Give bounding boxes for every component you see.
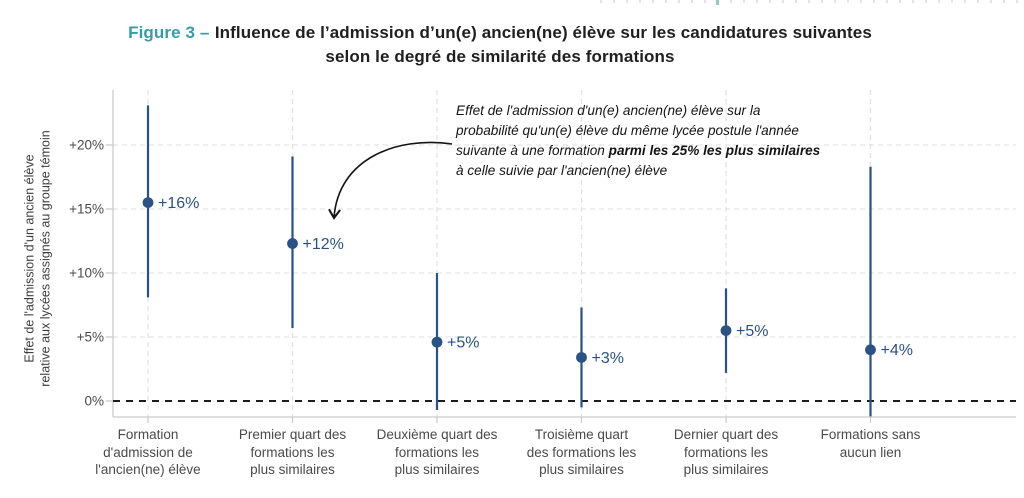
annotation-bold-text: parmi les 25% les plus similaires <box>608 143 821 158</box>
y-tick-label: +5% <box>77 330 104 345</box>
data-point <box>865 344 876 356</box>
figure-title-line2: selon le degré de similarité des formati… <box>325 47 675 66</box>
x-axis-label-line: formations les <box>394 444 480 460</box>
x-axis-label: Troisième quart des formations les plus si… <box>494 426 670 479</box>
x-axis-label-line: Formation <box>117 427 179 442</box>
annotation-plain-text: Effet de l'admission d'un(e) ancien(ne) … <box>456 103 761 118</box>
x-axis-label-line: aucun lien <box>839 444 902 460</box>
x-axis-label: Formation d'admission de l'ancien(ne) élèv… <box>60 426 236 479</box>
data-point-value-label: +5% <box>736 323 768 340</box>
x-axis-label-line: Premier quart des <box>238 427 347 442</box>
y-tick-label: 0% <box>84 394 104 409</box>
data-point <box>287 238 298 249</box>
x-axis-label-line: Formations sans <box>820 427 921 442</box>
data-point-value-label: +16% <box>158 195 199 212</box>
annotation-text: Effet de l'admission d'un(e) ancien(ne) … <box>456 101 876 181</box>
data-point <box>431 336 443 348</box>
annotation-plain-text: probabilité qu'un(e) élève du même lycée… <box>456 123 799 138</box>
x-axis-label-line: l'ancien(ne) élève <box>95 462 201 477</box>
data-point <box>142 197 154 209</box>
x-axis-label-line: des formations les <box>526 444 637 460</box>
y-tick-label: +20% <box>69 138 104 153</box>
cropped-content-artifact <box>600 0 1024 5</box>
x-axis-label-line: plus similaires <box>250 462 335 477</box>
annotation-curved-arrow-icon <box>328 141 453 220</box>
x-axis-label: Formations sans aucun lien <box>783 426 959 461</box>
annotation-line: suivante à une formation parmi les 25% l… <box>456 141 876 161</box>
annotation-plain-text: à celle suivie par l'ancien(ne) élève <box>456 163 668 178</box>
artifact-teal-speck <box>716 0 719 5</box>
x-axis-label-line: Dernier quart des <box>673 427 779 442</box>
figure-number-label: Figure 3 – <box>128 23 210 42</box>
x-axis-label-line: Deuxième quart des <box>376 427 498 442</box>
data-point <box>576 352 587 363</box>
x-axis-label-line: d'admission de <box>103 444 193 460</box>
x-axis-label-line: plus similaires <box>394 462 480 477</box>
data-point-value-label: +5% <box>447 335 479 352</box>
figure-title: Figure 3 – Influence de l’admission d’un(… <box>0 21 1000 69</box>
x-axis-label: Dernier quart des formations les plus simi… <box>638 426 814 479</box>
annotation-line: Effet de l'admission d'un(e) ancien(ne) … <box>456 101 876 121</box>
figure-title-line1: Figure 3 – Influence de l’admission d’un(… <box>0 21 1000 45</box>
x-axis-label-line: plus similaires <box>539 462 624 477</box>
annotation-line: à celle suivie par l'ancien(ne) élève <box>456 161 876 181</box>
y-tick-label: +15% <box>69 202 104 217</box>
annotation-line: probabilité qu'un(e) élève du même lycée… <box>456 121 876 141</box>
x-axis-label-line: Troisième quart <box>534 427 629 442</box>
data-point-value-label: +3% <box>592 350 624 367</box>
x-axis-label: Deuxième quart des formations les plus sim… <box>349 426 525 479</box>
data-point-value-label: +12% <box>303 236 344 253</box>
x-axis-label-line: plus similaires <box>683 462 769 477</box>
x-axis-label-line: formations les <box>250 444 335 460</box>
annotation-plain-text: suivante à une formation <box>456 143 609 158</box>
data-point-value-label: +4% <box>881 342 913 359</box>
figure-title-text: Influence de l’admission d’un(e) ancien(… <box>214 23 872 42</box>
y-tick-label: +10% <box>69 266 104 281</box>
x-axis-label: Premier quart des formations les plus simi… <box>205 426 381 479</box>
x-axis-label-line: formations les <box>683 444 769 460</box>
data-point <box>720 325 732 336</box>
